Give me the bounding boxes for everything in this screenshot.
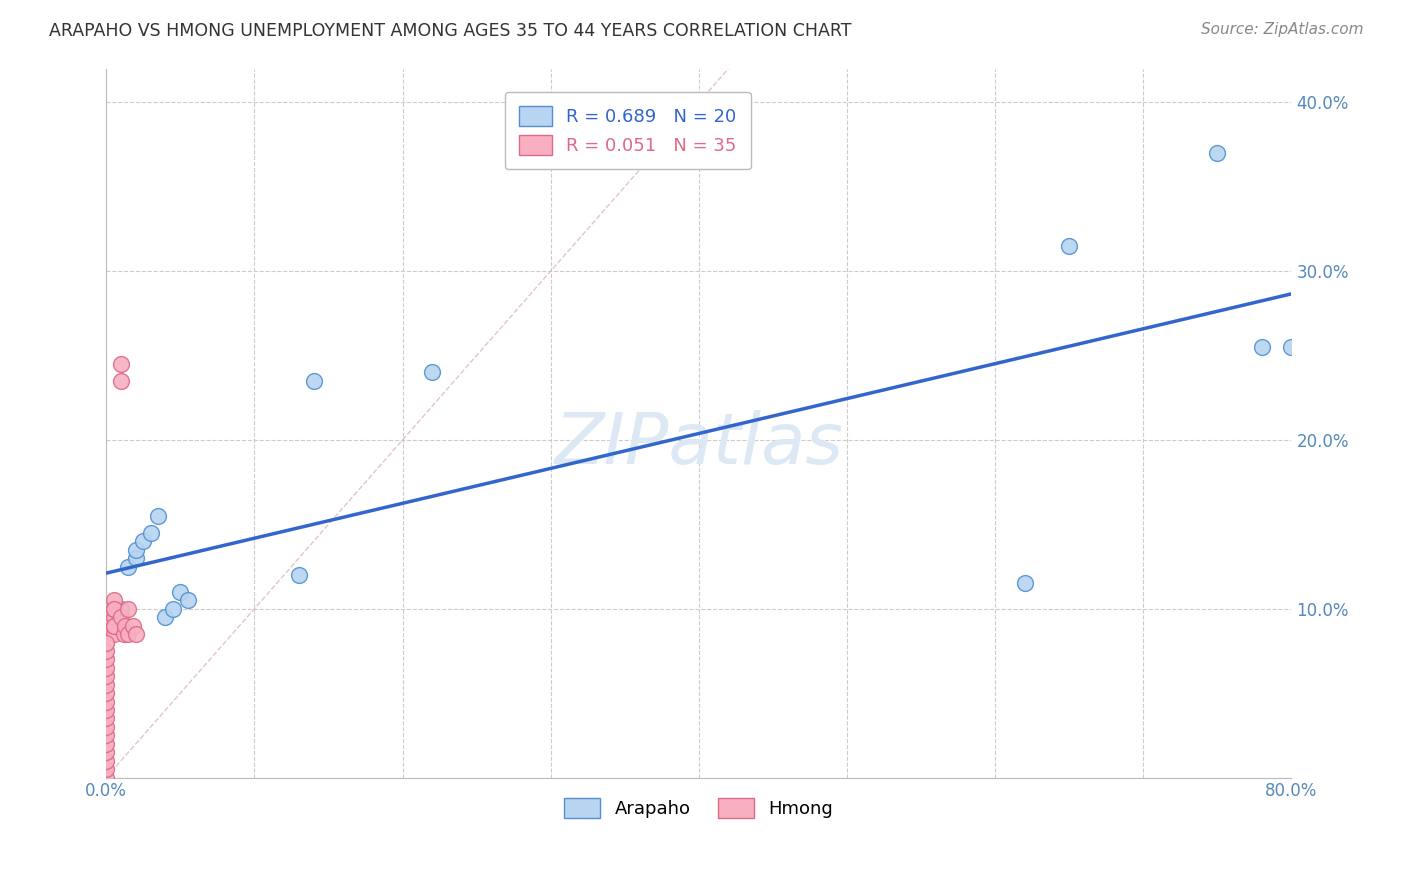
Point [103,601,125,615]
Point [125,542,148,557]
Point [112,627,135,641]
Point [96,678,118,692]
Point [125,551,148,566]
Point [110,357,132,371]
Point [96,754,118,768]
Point [96,745,118,759]
Point [96,711,118,725]
Text: ARAPAHO VS HMONG UNEMPLOYMENT AMONG AGES 35 TO 44 YEARS CORRELATION CHART: ARAPAHO VS HMONG UNEMPLOYMENT AMONG AGES… [49,22,852,40]
Point [96,652,118,666]
Point [103,601,125,615]
Point [103,593,125,607]
Point [96,703,118,717]
Point [103,618,125,632]
Point [1014,576,1036,591]
Point [117,559,139,574]
Point [96,695,118,709]
Point [155,610,177,624]
Point [110,601,132,615]
Point [1250,340,1272,354]
Point [96,610,118,624]
Point [103,610,125,624]
Point [125,627,148,641]
Point [117,601,139,615]
Point [420,365,443,379]
Point [96,762,118,776]
Point [302,374,325,388]
Point [177,593,200,607]
Point [169,585,191,599]
Point [103,610,125,624]
Point [96,728,118,742]
Point [96,644,118,658]
Point [96,737,118,751]
Legend: Arapaho, Hmong: Arapaho, Hmong [557,791,841,825]
Point [1206,145,1229,160]
Point [96,635,118,649]
Point [103,618,125,632]
Point [96,661,118,675]
Point [146,508,169,523]
Point [132,534,155,549]
Text: Source: ZipAtlas.com: Source: ZipAtlas.com [1201,22,1364,37]
Point [1057,239,1080,253]
Point [96,618,118,632]
Point [122,618,145,632]
Point [162,601,184,615]
Point [96,686,118,700]
Point [110,610,132,624]
Point [288,568,311,582]
Point [96,771,118,785]
Point [96,720,118,734]
Point [1281,340,1303,354]
Point [110,374,132,388]
Point [117,627,139,641]
Text: ZIPatlas: ZIPatlas [554,409,844,479]
Point [114,618,136,632]
Point [139,525,162,540]
Point [96,669,118,683]
Point [103,627,125,641]
